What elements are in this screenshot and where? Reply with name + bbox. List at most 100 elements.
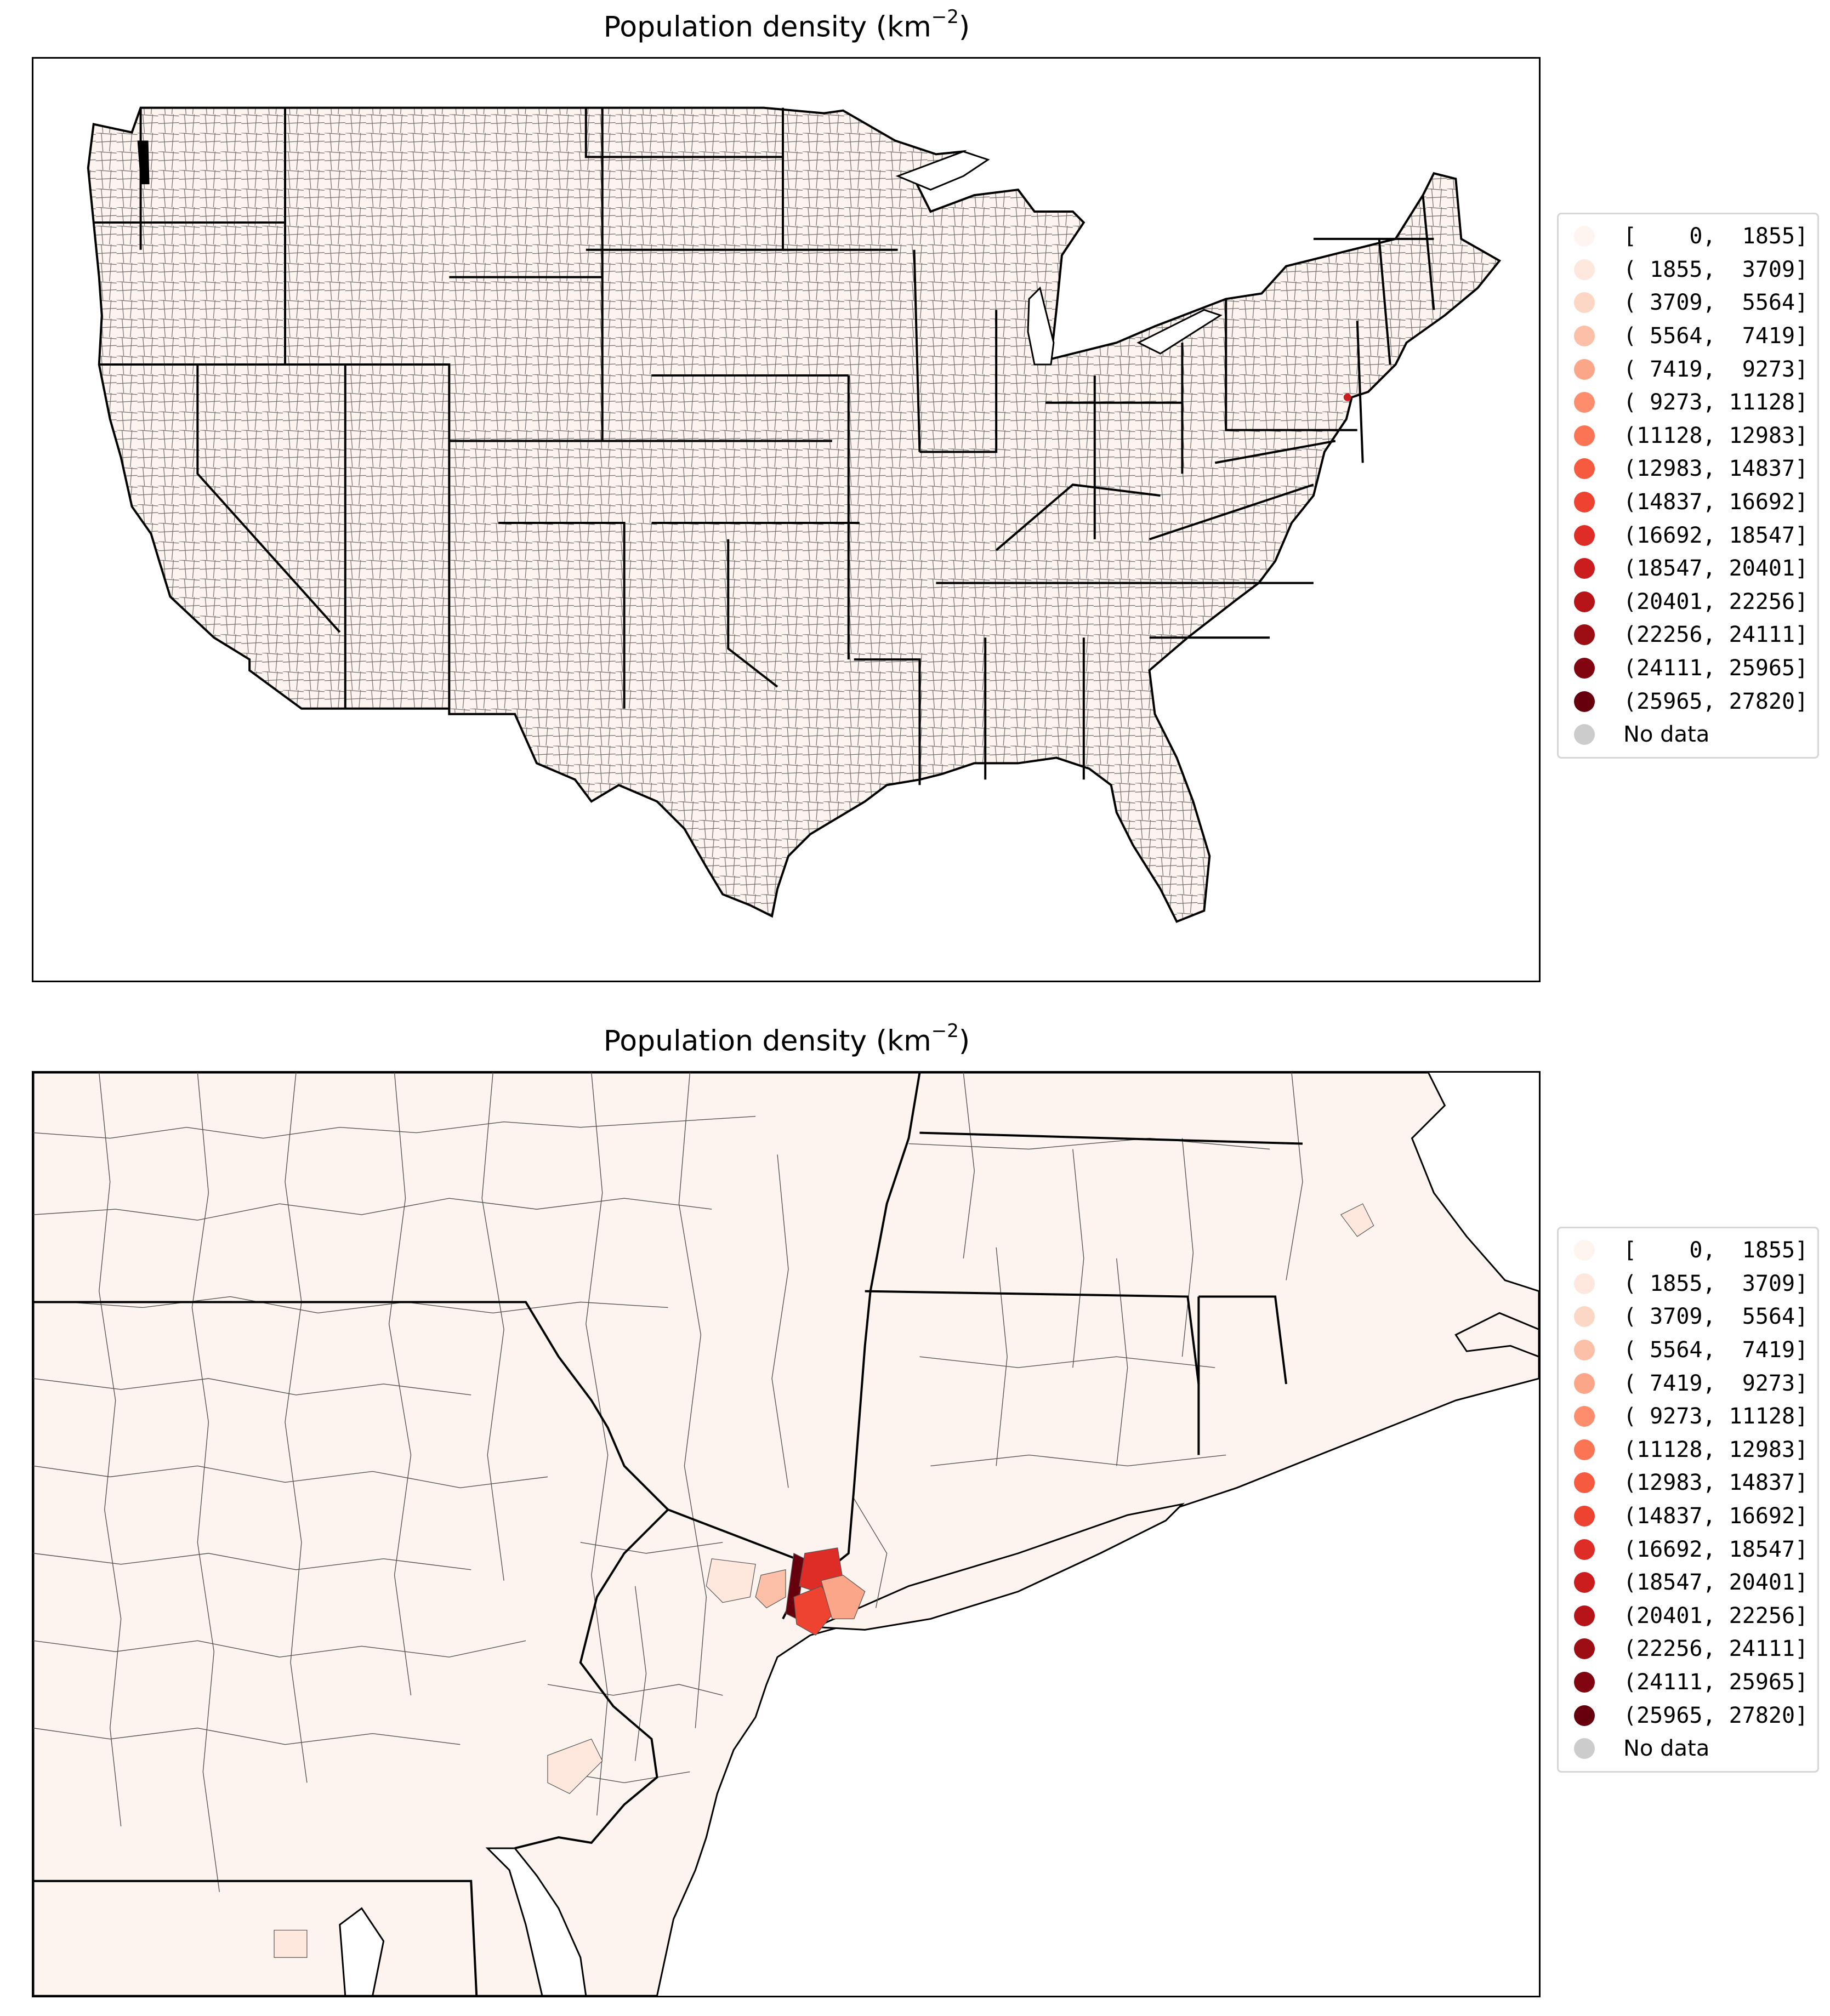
chesapeake-bay (339, 1907, 385, 1996)
legend-marker (1574, 425, 1595, 446)
lake-michigan (1027, 286, 1055, 366)
legend-marker (1574, 1539, 1595, 1560)
map-title: Population density (km−2) (603, 1020, 970, 1058)
legend-item: (24111, 25965] (1559, 1666, 1817, 1699)
legend-item: (18547, 20401] (1559, 1566, 1817, 1599)
legend-label: (22256, 24111] (1623, 622, 1809, 648)
legend-marker (1574, 259, 1595, 280)
map-frame-us (32, 57, 1541, 982)
legend-label: ( 1855, 3709] (1623, 257, 1809, 282)
us-landmass (87, 106, 1502, 923)
legend-label: ( 5564, 7419] (1623, 323, 1809, 349)
legend-marker (1574, 525, 1595, 546)
legend-item: [ 0, 1855] (1559, 220, 1817, 253)
legend-marker (1574, 1340, 1595, 1361)
cape-cod (1454, 1312, 1539, 1358)
legend-marker (1574, 1605, 1595, 1626)
legend-label: [ 0, 1855] (1623, 224, 1809, 249)
legend-item: (12983, 14837] (1559, 1466, 1817, 1500)
legend-label: (11128, 12983] (1623, 423, 1809, 448)
legend-marker (1574, 1406, 1595, 1427)
map-title: Population density (km−2) (603, 6, 970, 44)
legend-label: (16692, 18547] (1623, 522, 1809, 548)
legend-item: (14837, 16692] (1559, 1500, 1817, 1533)
lake-erie (1136, 309, 1223, 355)
legend-item: (16692, 18547] (1559, 1533, 1817, 1566)
legend-item: (25965, 27820] (1559, 685, 1817, 718)
legend-item: (14837, 16692] (1559, 486, 1817, 519)
legend-item: ( 3709, 5564] (1559, 286, 1817, 320)
legend-marker (1574, 558, 1595, 579)
legend-marker (1574, 1240, 1595, 1261)
county-hotspot-baltimore (274, 1929, 308, 1958)
legend-marker (1574, 1705, 1595, 1726)
legend-marker (1574, 1672, 1595, 1693)
legend-marker (1574, 492, 1595, 513)
legend-marker (1574, 458, 1595, 480)
county-hotspot-essex (706, 1558, 756, 1603)
legend-label: (12983, 14837] (1623, 456, 1809, 482)
state-borders (33, 1073, 1303, 1996)
legend-label: (22256, 24111] (1623, 1636, 1809, 1662)
legend-marker (1574, 1572, 1595, 1593)
county-hotspot-hudson (755, 1569, 786, 1609)
legend-marker (1574, 358, 1595, 380)
county-borders (33, 1073, 1303, 1892)
legend-marker (1574, 326, 1595, 347)
legend-label: (18547, 20401] (1623, 1570, 1809, 1596)
legend-label: (24111, 25965] (1623, 1670, 1809, 1695)
legend-marker (1574, 226, 1595, 247)
legend-label: [ 0, 1855] (1623, 1238, 1809, 1263)
legend-label: (20401, 22256] (1623, 589, 1809, 614)
legend-item: ( 5564, 7419] (1559, 1334, 1817, 1367)
legend-marker (1574, 724, 1595, 745)
legend-item: (20401, 22256] (1559, 585, 1817, 619)
legend-label: (24111, 25965] (1623, 656, 1809, 681)
legend-label: ( 1855, 3709] (1623, 1271, 1809, 1296)
legend-item: ( 1855, 3709] (1559, 253, 1817, 287)
legend-label: (14837, 16692] (1623, 1504, 1809, 1529)
county-hotspot-philadelphia (547, 1738, 603, 1795)
legend-marker (1574, 658, 1595, 679)
legend-label: ( 9273, 11128] (1623, 1404, 1809, 1430)
state-borders (93, 107, 1435, 785)
legend-us: [ 0, 1855] ( 1855, 3709] ( 3709, 5564] (… (1557, 213, 1819, 759)
legend-item: ( 7419, 9273] (1559, 352, 1817, 386)
legend-item: (20401, 22256] (1559, 1599, 1817, 1633)
legend-item: (16692, 18547] (1559, 519, 1817, 552)
legend-item-no-data: No data (1559, 718, 1817, 751)
county-hotspot-queens (821, 1575, 866, 1620)
legend-item: [ 0, 1855] (1559, 1234, 1817, 1267)
legend-item-no-data: No data (1559, 1732, 1817, 1766)
legend-item: (11128, 12983] (1559, 419, 1817, 453)
panel-nyc-map: Population density (km−2) (0, 1014, 1830, 2016)
legend-item: (12983, 14837] (1559, 452, 1817, 486)
legend-item: ( 9273, 11128] (1559, 386, 1817, 419)
map-frame-nyc (32, 1071, 1541, 1997)
legend-item: (18547, 20401] (1559, 552, 1817, 585)
legend-marker (1574, 691, 1595, 712)
legend-label: ( 7419, 9273] (1623, 1370, 1809, 1396)
legend-marker (1574, 392, 1595, 413)
us-choropleth-map (87, 106, 1502, 923)
legend-marker (1574, 1373, 1595, 1394)
legend-item: ( 9273, 11128] (1559, 1400, 1817, 1433)
panel-us-map: Population density (km−2) (0, 0, 1830, 987)
legend-marker (1574, 292, 1595, 314)
legend-item: (22256, 24111] (1559, 618, 1817, 652)
delaware-bay (485, 1847, 587, 1996)
legend-marker (1574, 1738, 1595, 1759)
legend-marker (1574, 1472, 1595, 1494)
legend-label: ( 3709, 5564] (1623, 290, 1809, 316)
legend-label: (25965, 27820] (1623, 1702, 1809, 1728)
nyc-landmass (33, 1073, 1539, 1996)
legend-label: (16692, 18547] (1623, 1536, 1809, 1562)
legend-marker (1574, 1506, 1595, 1527)
lake-superior (895, 150, 990, 191)
legend-item: (25965, 27820] (1559, 1699, 1817, 1732)
legend-label: (20401, 22256] (1623, 1603, 1809, 1628)
legend-item: (11128, 12983] (1559, 1433, 1817, 1467)
legend-marker (1574, 1439, 1595, 1460)
legend-item: (22256, 24111] (1559, 1632, 1817, 1666)
legend-item: ( 1855, 3709] (1559, 1267, 1817, 1301)
